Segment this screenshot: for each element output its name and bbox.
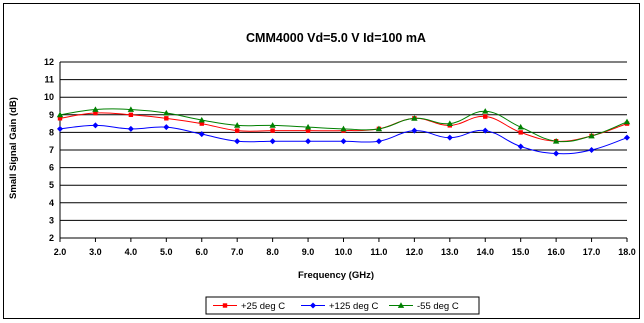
- y-axis-label: Small Signal Gain (dB): [8, 97, 19, 199]
- legend-label-55-deg-c: -55 deg C: [417, 301, 459, 312]
- data-point-55-deg-c: [411, 115, 418, 121]
- x-tick-label: 12.0: [406, 247, 424, 257]
- x-tick-label: 15.0: [512, 247, 530, 257]
- data-point-25-deg-c: [234, 128, 240, 133]
- y-tick-label: 4: [49, 198, 54, 208]
- x-tick-label: 18.0: [618, 247, 636, 257]
- data-point-125-deg-c: [127, 125, 134, 132]
- chart-frame: [3, 3, 640, 319]
- y-tick-label: 2: [49, 233, 54, 243]
- data-point-25-deg-c: [128, 112, 134, 117]
- legend: +25 deg C +125 deg C -55 deg C: [205, 296, 480, 315]
- x-tick-label: 14.0: [476, 247, 494, 257]
- data-point-55-deg-c: [482, 108, 489, 114]
- data-point-55-deg-c: [304, 123, 312, 130]
- data-point-125-deg-c: [198, 131, 205, 138]
- data-point-125-deg-c: [482, 127, 489, 134]
- data-point-125-deg-c: [305, 138, 312, 145]
- legend-marker-25-deg-c: [222, 303, 228, 308]
- x-tick-label: 17.0: [583, 247, 601, 257]
- data-point-25-deg-c: [93, 110, 98, 116]
- data-point-125-deg-c: [92, 122, 99, 129]
- data-point-25-deg-c: [518, 130, 523, 135]
- data-point-125-deg-c: [269, 138, 276, 145]
- series-layer: [56, 106, 631, 157]
- data-point-55-deg-c: [92, 106, 99, 112]
- data-point-55-deg-c: [588, 132, 595, 139]
- x-tick-label: 8.0: [266, 247, 279, 257]
- legend-marker-55-deg-c: [397, 302, 405, 308]
- x-tick-label: 7.0: [231, 247, 244, 257]
- x-tick-label: 13.0: [441, 247, 459, 257]
- data-point-55-deg-c: [198, 116, 205, 123]
- data-point-25-deg-c: [305, 128, 311, 133]
- data-point-125-deg-c: [57, 125, 63, 132]
- data-point-55-deg-c: [623, 118, 631, 125]
- data-point-55-deg-c: [56, 111, 64, 118]
- data-point-55-deg-c: [517, 123, 524, 130]
- data-point-55-deg-c: [340, 125, 347, 132]
- data-point-125-deg-c: [553, 150, 560, 157]
- data-point-125-deg-c: [624, 134, 630, 141]
- x-tick-label: 4.0: [125, 247, 138, 257]
- data-point-55-deg-c: [127, 106, 135, 112]
- y-tick-label: 6: [49, 163, 54, 173]
- x-tick-label: 11.0: [370, 247, 387, 257]
- series-line-55-deg-c: [59, 108, 628, 143]
- legend-marker-125-deg-c: [310, 302, 316, 309]
- y-tick-label: 9: [49, 110, 54, 120]
- chart-title: CMM4000 Vd=5.0 V Id=100 mA: [246, 31, 426, 45]
- x-tick-label: 6.0: [195, 247, 208, 257]
- data-point-55-deg-c: [446, 120, 454, 126]
- data-point-125-deg-c: [446, 134, 453, 141]
- data-point-55-deg-c: [552, 138, 560, 144]
- data-point-55-deg-c: [375, 125, 383, 132]
- data-point-125-deg-c: [588, 147, 595, 153]
- y-tick-label: 7: [49, 145, 54, 155]
- y-tick-label: 8: [49, 127, 54, 137]
- legend-label-25-deg-c: +25 deg C: [241, 301, 285, 312]
- data-point-25-deg-c: [164, 116, 169, 121]
- axes-layer: 2 3 4 5 6 7 8 9 10 11 12 2.0 3.0 4.0 5.0 6.0 7.0 8.0 9.0 10…: [44, 57, 636, 257]
- data-point-125-deg-c: [411, 127, 418, 134]
- y-tick-label: 12: [44, 57, 54, 67]
- data-point-125-deg-c: [163, 124, 170, 131]
- x-tick-label: 5.0: [160, 247, 173, 257]
- data-point-25-deg-c: [199, 121, 204, 126]
- x-tick-label: 2.0: [54, 247, 67, 257]
- data-point-55-deg-c: [163, 109, 170, 116]
- x-axis-label: Frequency (GHz): [298, 270, 374, 281]
- y-tick-label: 5: [49, 180, 54, 190]
- x-tick-label: 16.0: [547, 247, 565, 257]
- legend-label-125-deg-c: +125 deg C: [329, 301, 379, 312]
- data-point-125-deg-c: [234, 138, 241, 145]
- data-point-125-deg-c: [517, 143, 524, 150]
- y-tick-label: 11: [44, 75, 54, 85]
- data-point-25-deg-c: [270, 128, 275, 133]
- x-tick-label: 3.0: [89, 247, 102, 257]
- y-tick-label: 3: [49, 215, 54, 225]
- data-point-125-deg-c: [340, 138, 347, 145]
- data-point-25-deg-c: [57, 116, 63, 121]
- y-tick-label: 10: [44, 92, 54, 102]
- legend-box: [205, 296, 480, 315]
- x-tick-label: 10.0: [335, 247, 353, 257]
- data-point-125-deg-c: [375, 138, 382, 145]
- x-tick-label: 9.0: [302, 247, 315, 257]
- data-point-55-deg-c: [269, 122, 276, 128]
- data-point-25-deg-c: [483, 114, 488, 119]
- data-point-55-deg-c: [233, 122, 241, 128]
